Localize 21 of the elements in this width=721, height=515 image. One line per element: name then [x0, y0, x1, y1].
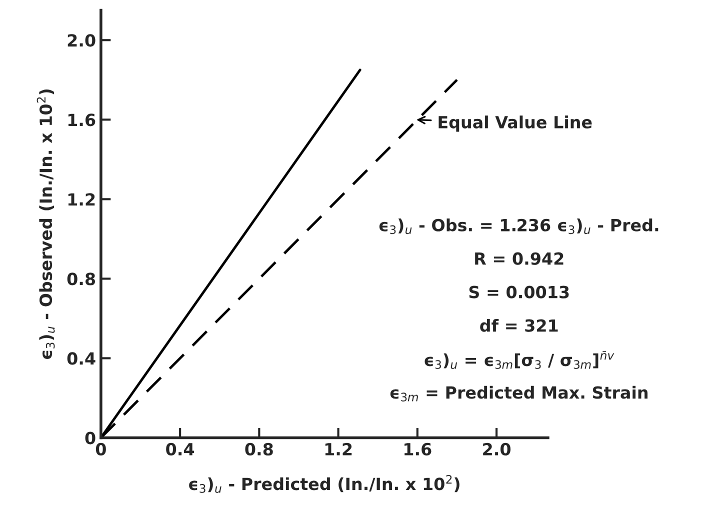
x-tick-label: 0 [96, 442, 106, 456]
y-tick-label: 0 [85, 432, 96, 444]
y-tick-label: 1.6 [68, 114, 96, 126]
y-axis-title: ϵ$_{3}$)$_{u}$ - Observed (In./In. x 10$^{2}$) [36, 89, 55, 359]
x-tick-label: 2.0 [483, 442, 510, 456]
y-tick-label: 0.8 [67, 272, 96, 286]
annotation: df = 321 [480, 318, 558, 332]
x-tick-label: 1.6 [404, 442, 432, 456]
annotation: Equal Value Line [438, 116, 592, 132]
annotation: S = 0.0013 [469, 286, 569, 298]
text: ϵ$_{3}$)$_{u}$ = ϵ$_{3m}$[σ$_{3}$ / σ$_{3m}$]$^{n̄v}$ [424, 350, 614, 369]
annotation: ϵ$_{3m}$ = Predicted Max. Strain [390, 386, 648, 402]
y-tick-label: 2.0 [68, 34, 96, 47]
y-tick-label: 0.4 [67, 352, 96, 365]
y-tick-label: 1.2 [68, 193, 95, 206]
x-tick-label: 1.2 [325, 442, 352, 456]
annotation: R = 0.942 [475, 252, 564, 265]
text: ϵ$_{3}$)$_{u}$ - Obs. = 1.236 ϵ$_{3}$)$_{u}$ - Pred. [379, 218, 658, 234]
x-tick-label: 0.8 [245, 442, 273, 456]
x-axis-title: ϵ$_{3}$)$_{u}$ - Predicted (In./In. x 10$^{2}$) [189, 474, 460, 493]
x-tick-label: 0.4 [166, 442, 194, 456]
